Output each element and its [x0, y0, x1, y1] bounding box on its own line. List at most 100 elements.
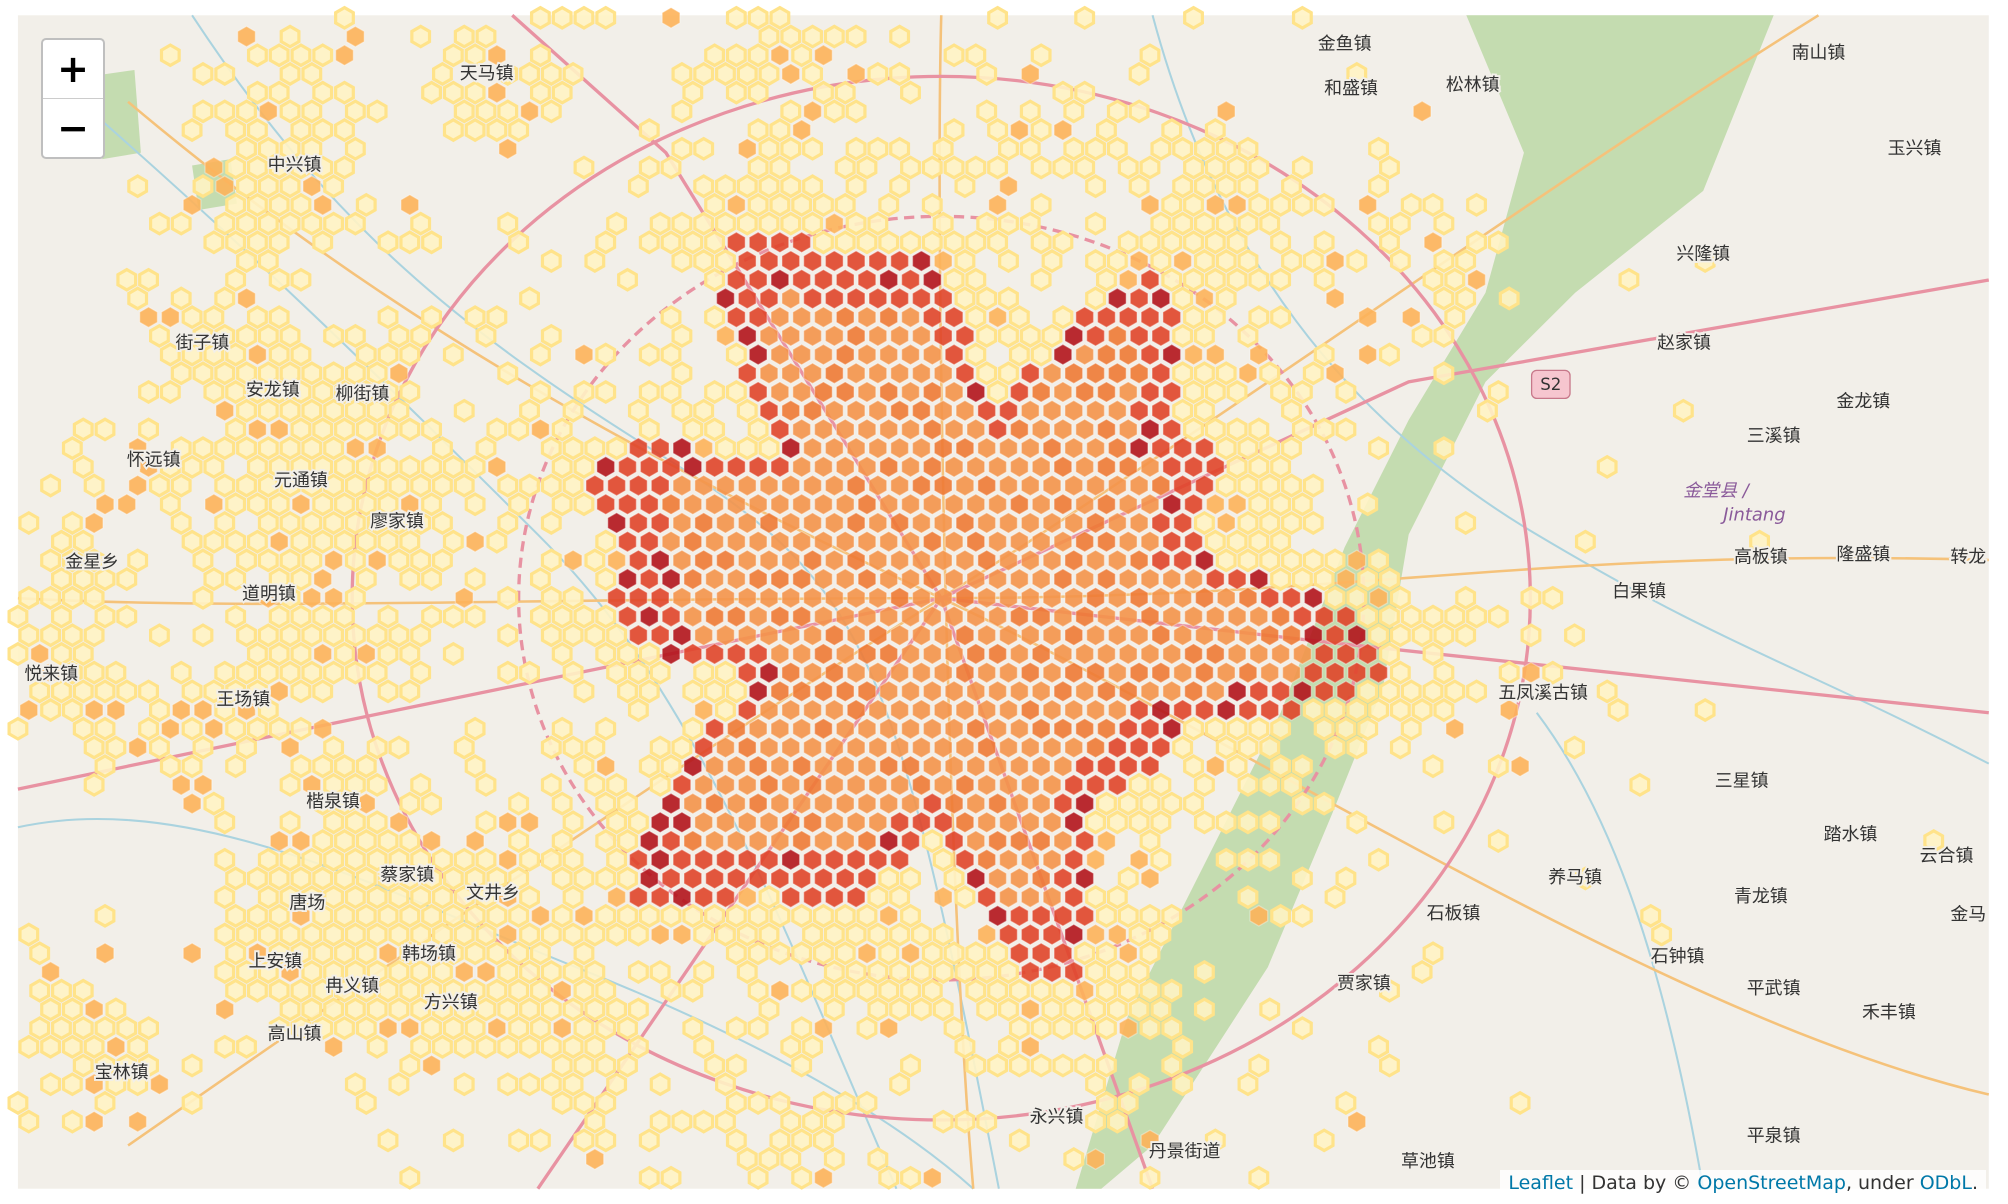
- hexbin: [694, 586, 714, 609]
- zoom-in[interactable]: +: [57, 47, 89, 91]
- hexbin: [1172, 361, 1194, 386]
- hexbin: [344, 997, 366, 1022]
- hexbin: [399, 1165, 421, 1190]
- hexbin: [791, 1053, 813, 1078]
- hexbin: [1064, 661, 1084, 684]
- hexbin: [1161, 230, 1183, 255]
- hexbin: [999, 736, 1018, 759]
- hexbin: [803, 661, 823, 684]
- hexbin: [1183, 791, 1204, 816]
- leaflet-link[interactable]: Leaflet: [1508, 1172, 1574, 1194]
- hexbin: [1183, 192, 1204, 217]
- hexbin: [465, 830, 485, 852]
- hexbin: [715, 1109, 736, 1134]
- hexbin: [344, 772, 366, 797]
- hexbin: [1106, 810, 1128, 835]
- hexbin: [627, 959, 649, 985]
- hexbin: [715, 287, 735, 310]
- hexbin: [1205, 643, 1225, 665]
- hexbin: [704, 230, 726, 255]
- hexbin: [1618, 267, 1640, 292]
- osm-link[interactable]: OpenStreetMap: [1697, 1172, 1846, 1194]
- hexbin: [486, 305, 508, 330]
- hexbin: [540, 847, 562, 872]
- hexbin: [856, 978, 878, 1003]
- hexbin: [856, 1090, 878, 1115]
- hexbin: [791, 192, 813, 217]
- hexbin: [552, 979, 572, 1002]
- hexbin: [890, 736, 910, 759]
- hexbin: [1314, 680, 1334, 703]
- hexbin: [792, 755, 812, 778]
- hexbin: [1270, 903, 1292, 928]
- hexbin: [977, 699, 997, 721]
- hexbin: [508, 791, 530, 816]
- hexbin: [529, 978, 551, 1003]
- hexbin: [540, 61, 562, 86]
- hexbin: [181, 454, 203, 479]
- hexbin: [1172, 211, 1194, 236]
- hexbin: [1291, 379, 1313, 405]
- hexbin: [519, 660, 540, 685]
- hexbin: [1193, 136, 1215, 161]
- hexbin: [748, 568, 768, 591]
- hexbin: [792, 605, 812, 628]
- hexbin: [301, 847, 323, 872]
- hexbin: [879, 455, 899, 478]
- hexbin: [704, 192, 726, 217]
- hexbin: [922, 717, 942, 740]
- hexbin: [759, 324, 779, 347]
- hexbin: [1379, 230, 1400, 255]
- hexbin: [410, 24, 432, 49]
- hexbin: [192, 361, 214, 386]
- hexbin: [606, 810, 628, 835]
- hexbin: [638, 342, 660, 367]
- hexbin: [291, 830, 311, 852]
- hexbin: [1042, 437, 1062, 460]
- hexbin: [1389, 735, 1411, 760]
- hexbin: [378, 942, 398, 965]
- hexbin: [159, 379, 181, 405]
- hexbin: [290, 716, 312, 741]
- hexbin: [1031, 792, 1051, 815]
- hexbin: [355, 529, 377, 554]
- hexbin: [1106, 1109, 1128, 1134]
- hexbin: [889, 24, 911, 49]
- hexbin: [715, 698, 736, 723]
- hexbin: [1074, 1016, 1096, 1041]
- hexbin: [1151, 549, 1171, 572]
- zoom-out[interactable]: −: [43, 98, 103, 157]
- hexbin: [1204, 230, 1226, 255]
- hexbin: [954, 249, 976, 274]
- hexbin: [464, 754, 486, 779]
- hexbin: [792, 717, 812, 740]
- hexbin: [1313, 716, 1335, 741]
- hexbin: [269, 530, 289, 553]
- hexbin: [812, 978, 834, 1003]
- hexbin: [966, 643, 986, 665]
- hexbin: [301, 885, 323, 910]
- odbl-link[interactable]: ODbL: [1919, 1172, 1972, 1194]
- hexbin: [498, 137, 518, 160]
- hexbin: [748, 530, 768, 553]
- hexbin: [1237, 136, 1259, 161]
- hexbin: [138, 417, 159, 442]
- hexbin: [1151, 661, 1171, 684]
- hexbin: [475, 323, 497, 348]
- hexbin: [1096, 1090, 1117, 1115]
- hexbin: [540, 436, 562, 461]
- hexbin: [911, 699, 931, 721]
- hexbin: [725, 1090, 747, 1115]
- hexbin: [1052, 305, 1074, 330]
- hexbin: [1162, 568, 1182, 591]
- hexbin: [410, 211, 432, 236]
- hexbin: [301, 959, 323, 985]
- hexbin: [1129, 362, 1149, 385]
- hexbin: [1052, 978, 1074, 1003]
- hexbin: [846, 362, 866, 385]
- hexbin: [1173, 512, 1193, 534]
- place-label: 三星镇: [1715, 770, 1769, 791]
- hexbin: [1150, 249, 1172, 274]
- hexbin: [976, 211, 998, 236]
- hexbin: [748, 792, 768, 815]
